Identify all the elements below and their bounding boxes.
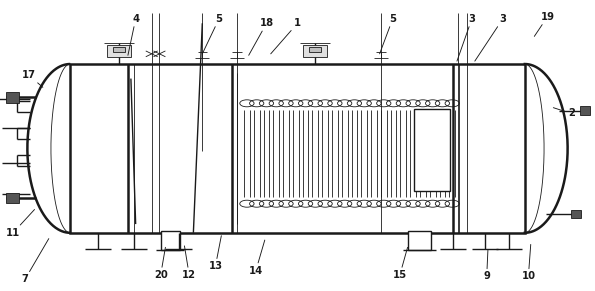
Text: 18: 18	[249, 18, 274, 55]
Text: 1: 1	[271, 18, 301, 54]
Text: 14: 14	[249, 240, 265, 276]
Bar	[6, 92, 19, 103]
Text: 17: 17	[21, 70, 43, 87]
Bar	[580, 106, 590, 115]
Bar	[6, 193, 19, 203]
Bar	[408, 231, 431, 250]
Text: 13: 13	[208, 236, 223, 271]
Text: 4: 4	[128, 14, 139, 55]
Bar	[571, 210, 581, 218]
Bar	[70, 64, 525, 233]
Text: 11: 11	[6, 210, 35, 238]
Text: 5: 5	[202, 14, 223, 54]
Text: 3: 3	[475, 14, 506, 61]
Bar	[113, 47, 125, 52]
Text: 12: 12	[182, 246, 196, 280]
Bar	[161, 231, 180, 250]
Text: 9: 9	[483, 250, 490, 281]
Bar	[303, 45, 327, 57]
Text: 20: 20	[154, 247, 168, 280]
Bar	[107, 45, 131, 57]
Text: 15: 15	[393, 247, 408, 280]
Text: 19: 19	[534, 12, 555, 36]
Text: 10: 10	[521, 244, 536, 281]
Text: 5: 5	[380, 14, 396, 54]
Text: 3: 3	[457, 14, 475, 61]
Text: 2: 2	[553, 108, 575, 118]
Bar	[309, 47, 321, 52]
Text: 7: 7	[21, 239, 49, 284]
Bar	[414, 109, 450, 191]
